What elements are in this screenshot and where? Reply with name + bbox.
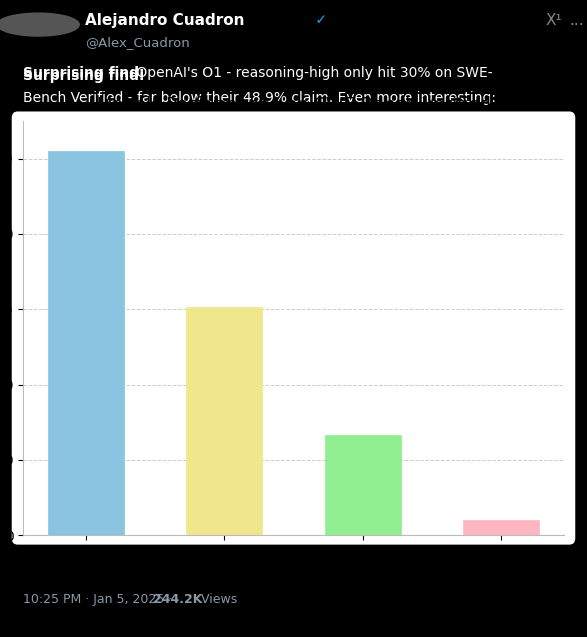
Text: X¹: X¹ [546, 13, 562, 28]
Text: Bench Verified - far below their 48.9% claim. Even more interesting:: Bench Verified - far below their 48.9% c… [23, 91, 497, 105]
Text: @Alex_Cuadron: @Alex_Cuadron [85, 36, 190, 49]
Text: Alejandro Cuadron: Alejandro Cuadron [85, 13, 245, 28]
Bar [325, 435, 401, 535]
Text: Surprising find:: Surprising find: [23, 66, 145, 80]
Text: Claude achieves 53% in the same framework. Something's off with O1's: Claude achieves 53% in the same framewor… [23, 117, 525, 131]
Bar [463, 520, 539, 535]
Text: "enhanced reasoning"... 🧵 1/8: "enhanced reasoning"... 🧵 1/8 [23, 142, 230, 156]
Text: Surprising find:: Surprising find: [23, 69, 145, 83]
Title: Models Performance on SWE-Bench Verified: Models Performance on SWE-Bench Verified [96, 96, 491, 114]
Text: Views: Views [197, 593, 237, 606]
Circle shape [0, 13, 79, 36]
Bar [186, 307, 262, 535]
Text: 244.2K: 244.2K [153, 593, 202, 606]
Text: ✓: ✓ [311, 13, 326, 27]
Text: 10:25 PM · Jan 5, 2025 ·: 10:25 PM · Jan 5, 2025 · [23, 593, 177, 606]
Text: ...: ... [569, 13, 584, 28]
Bar [48, 151, 124, 535]
Text: OpenAI's O1 - reasoning-high only hit 30% on SWE-: OpenAI's O1 - reasoning-high only hit 30… [132, 66, 492, 80]
